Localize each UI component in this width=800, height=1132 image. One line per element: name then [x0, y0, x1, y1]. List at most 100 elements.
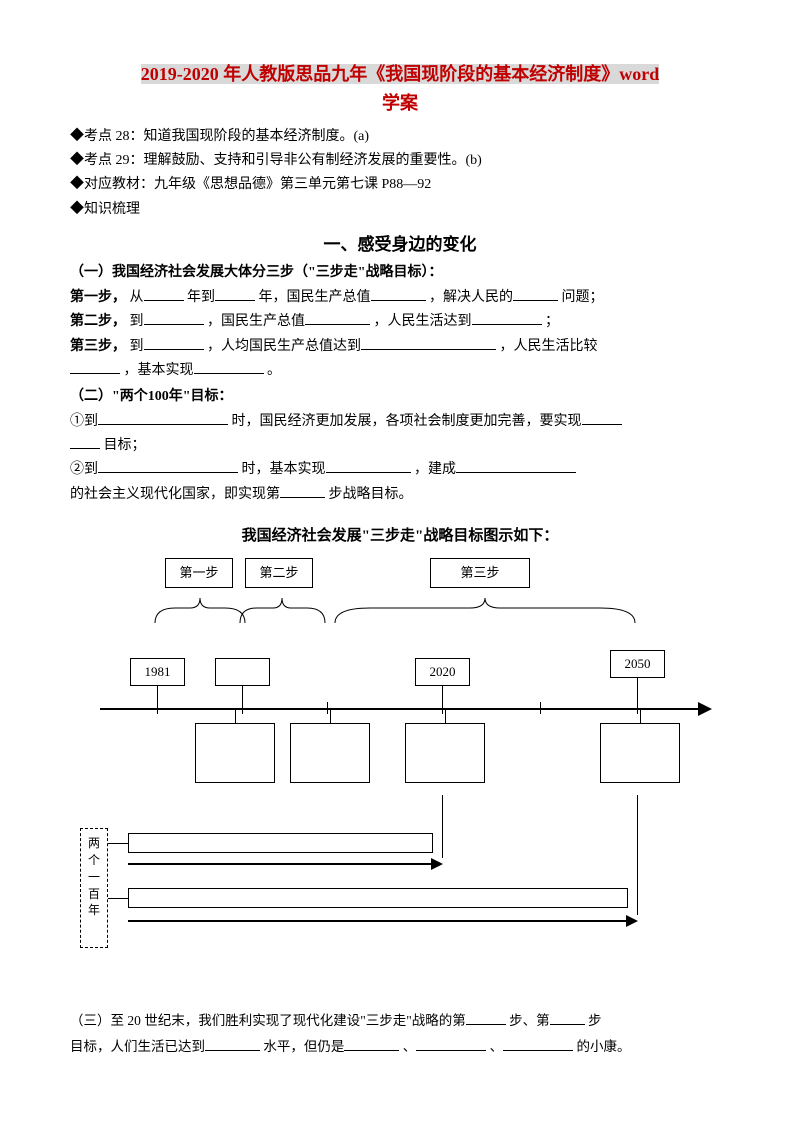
blank: [361, 336, 496, 350]
sub-1: （一）我国经济社会发展大体分三步（"三步走"战略目标）：: [70, 262, 730, 284]
timeline-arrow: [698, 702, 712, 716]
blank: [280, 484, 325, 498]
title-highlight: 2019-2020 年人教版思品九年《我国现阶段的基本经济制度》word: [141, 64, 660, 84]
t: ，人均国民生产总值达到: [207, 339, 361, 354]
step3-line2: ，基本实现 。: [70, 360, 730, 382]
conn: [330, 710, 331, 723]
t: ，建成: [414, 462, 456, 477]
t: 时，基本实现: [242, 462, 326, 477]
blank: [205, 1037, 260, 1051]
step2-line: 第二步， 到 ，国民生产总值 ，人民生活达到 ；: [70, 311, 730, 333]
timeline-diagram: 第一步 第二步 第三步 1981 2020 2050: [80, 558, 720, 818]
t: 步、第: [509, 1013, 550, 1028]
t: 的社会主义现代化国家，即实现第: [70, 487, 280, 502]
sidebar-char: 两: [81, 835, 107, 852]
blank: [344, 1037, 399, 1051]
tick: [327, 702, 328, 714]
t: 从: [130, 290, 144, 305]
t: 步战略目标。: [329, 487, 413, 502]
doc-title: 2019-2020 年人教版思品九年《我国现阶段的基本经济制度》word 学案: [70, 60, 730, 118]
sidebar-char: 个: [81, 852, 107, 869]
t: 、: [403, 1039, 417, 1054]
year-empty-1: [215, 658, 270, 686]
year-1981: 1981: [130, 658, 185, 686]
title-line2: 学案: [382, 93, 418, 113]
blank: [98, 411, 228, 425]
bar-1: [128, 833, 433, 853]
brace-2: [235, 593, 330, 628]
conn-up-1: [442, 795, 443, 858]
blank: [416, 1037, 486, 1051]
t: ②到: [70, 462, 98, 477]
t: ；: [545, 314, 559, 329]
tick: [242, 702, 243, 714]
goal1-line: ①到 时，国民经济更加发展，各项社会制度更加完善，要实现: [70, 411, 730, 433]
blank: [456, 459, 576, 473]
step3-box: 第三步: [430, 558, 530, 588]
bar-2: [128, 888, 628, 908]
t: ，人民生活比较: [500, 339, 598, 354]
lower-diagram: 两 个 一 百 年: [80, 828, 720, 978]
t: 。: [267, 363, 281, 378]
blank: [582, 411, 622, 425]
tick: [637, 702, 638, 714]
step3-label: 第三步，: [70, 339, 126, 354]
tick: [442, 702, 443, 714]
sidebar-box: 两 个 一 百 年: [80, 828, 108, 948]
blank: [503, 1037, 573, 1051]
blank: [144, 336, 204, 350]
arrow-2-head: [626, 915, 638, 927]
t: 目标，人们生活已达到: [70, 1039, 205, 1054]
goal1-line2: 目标；: [70, 435, 730, 457]
arrow-2: [128, 920, 628, 922]
blank: [472, 311, 542, 325]
sub-2: （二）"两个100年"目标：: [70, 386, 730, 408]
goal2-line2: 的社会主义现代化国家，即实现第 步战略目标。: [70, 484, 730, 506]
blank: [326, 459, 411, 473]
conn-side: [108, 843, 128, 844]
step1-label: 第一步，: [70, 290, 126, 305]
blank: [194, 360, 264, 374]
blank: [371, 287, 426, 301]
blank: [550, 1011, 585, 1025]
blank: [70, 435, 100, 449]
t: 水平，但仍是: [263, 1039, 344, 1054]
year-2050: 2050: [610, 650, 665, 678]
conn: [640, 710, 641, 723]
tick: [157, 702, 158, 714]
t: ，基本实现: [124, 363, 194, 378]
blank: [98, 459, 238, 473]
t: 问题；: [562, 290, 604, 305]
blank: [305, 311, 370, 325]
tick: [540, 702, 541, 714]
section-1-heading: 一、感受身边的变化: [70, 231, 730, 258]
sidebar-char: 一: [81, 869, 107, 886]
t: 时，国民经济更加发展，各项社会制度更加完善，要实现: [232, 414, 582, 429]
step2-label: 第二步，: [70, 314, 126, 329]
t: ，国民生产总值: [207, 314, 305, 329]
bullet-1: ◆考点 28：知道我国现阶段的基本经济制度。(a): [70, 126, 730, 148]
conn-up-2: [637, 795, 638, 915]
blank: [215, 287, 255, 301]
t: 年，国民生产总值: [259, 290, 371, 305]
t: 到: [130, 339, 144, 354]
below-box-1: [195, 723, 275, 783]
t: 步: [588, 1013, 602, 1028]
arrow-1-head: [431, 858, 443, 870]
bullet-3: ◆对应教材：九年级《思想品德》第三单元第七课 P88—92: [70, 174, 730, 196]
brace-3: [330, 593, 640, 628]
t: 、: [490, 1039, 504, 1054]
step1-box: 第一步: [165, 558, 233, 588]
below-box-3: [405, 723, 485, 783]
diagram-title: 我国经济社会发展"三步走"战略目标图示如下：: [70, 524, 730, 548]
t: 到: [130, 314, 144, 329]
below-box-4: [600, 723, 680, 783]
goal2-line: ②到 时，基本实现 ，建成: [70, 459, 730, 481]
blank: [513, 287, 558, 301]
footer-paragraph: （三）至 20 世纪末，我们胜利实现了现代化建设"三步走"战略的第 步、第 步 …: [70, 1008, 730, 1059]
step1-line: 第一步， 从 年到 年，国民生产总值 ，解决人民的 问题；: [70, 287, 730, 309]
arrow-1: [128, 863, 433, 865]
conn: [445, 710, 446, 723]
t: ，人民生活达到: [374, 314, 472, 329]
sidebar-char: 百: [81, 886, 107, 903]
